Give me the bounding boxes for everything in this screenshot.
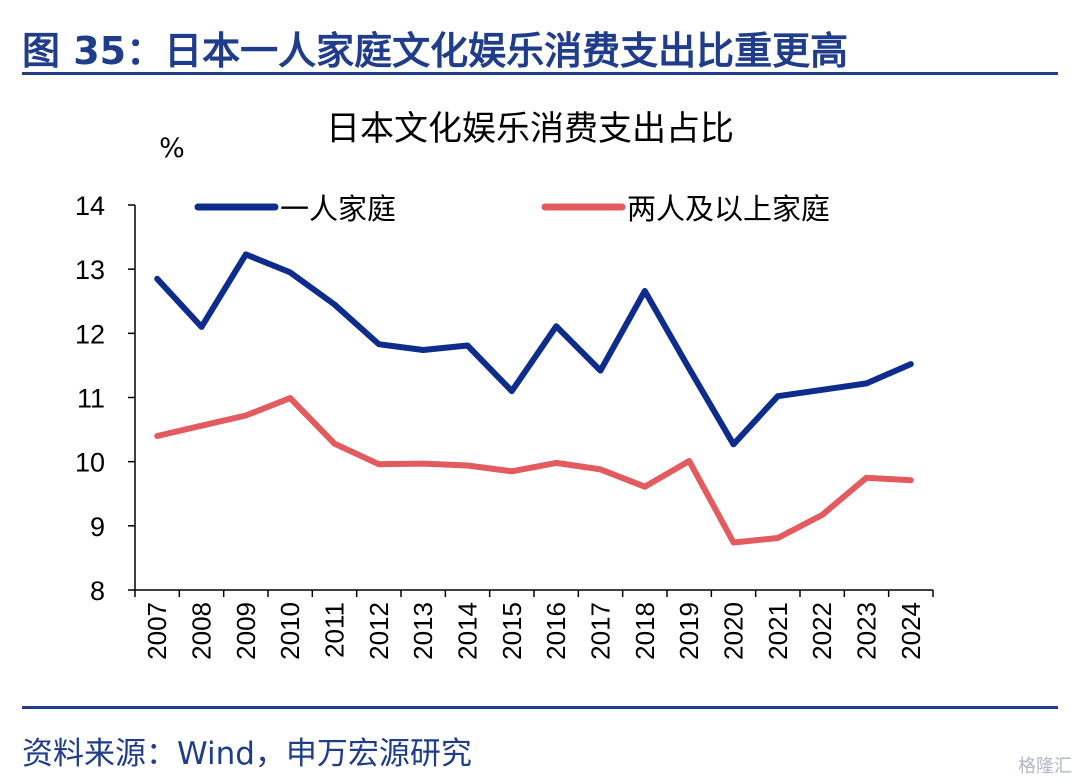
series-line xyxy=(154,395,914,546)
legend-label: 两人及以上家庭 xyxy=(627,192,830,226)
series-1 xyxy=(154,251,914,448)
chart-title: 日本文化娱乐消费支出占比 xyxy=(326,109,734,149)
x-tick-label: 2016 xyxy=(541,602,571,660)
legend-label: 一人家庭 xyxy=(280,192,396,226)
source-rule xyxy=(22,706,1058,709)
x-tick-label: 2021 xyxy=(763,602,793,660)
x-tick-label: 2008 xyxy=(187,602,217,660)
series-lines xyxy=(154,251,914,546)
y-tick-label: 12 xyxy=(75,319,105,349)
x-tick-label: 2015 xyxy=(497,602,527,660)
legend-item-1: 一人家庭 xyxy=(194,192,396,226)
watermark: 格隆汇 xyxy=(1018,756,1072,777)
line-chart: 日本文化娱乐消费支出占比 % 8 9 10 11 12 13 14 2007 2008 2009 2… xyxy=(75,109,934,660)
y-tick-label: 8 xyxy=(90,576,105,606)
y-tick-label: 13 xyxy=(75,255,105,285)
x-tick-label: 2023 xyxy=(852,602,882,660)
legend: 一人家庭 两人及以上家庭 xyxy=(194,192,830,226)
axes: 8 9 10 11 12 13 14 2007 2008 2009 2010 2011 2012 2013… xyxy=(75,191,934,660)
x-tick-label: 2012 xyxy=(364,602,394,660)
figure-title: 图 35：日本一人家庭文化娱乐消费支出比重更高 xyxy=(22,29,849,73)
source-note: 资料来源：Wind，申万宏源研究 xyxy=(22,736,472,772)
x-tick-label: 2017 xyxy=(586,602,616,660)
x-tick-label: 2018 xyxy=(630,602,660,660)
x-tick-label: 2019 xyxy=(674,602,704,660)
y-axis-unit: % xyxy=(159,133,185,164)
series-line xyxy=(154,251,914,448)
x-tick-label: 2014 xyxy=(453,602,483,660)
y-tick-label: 11 xyxy=(77,384,105,414)
x-tick-label: 2010 xyxy=(275,602,305,660)
y-tick-label: 10 xyxy=(75,448,105,478)
x-tick-label: 2013 xyxy=(408,602,438,660)
x-tick-label: 2022 xyxy=(807,602,837,660)
x-tick-label: 2011 xyxy=(320,602,350,658)
x-tick-label: 2020 xyxy=(719,602,749,660)
y-tick-label: 9 xyxy=(90,512,105,542)
legend-item-2: 两人及以上家庭 xyxy=(541,192,830,226)
x-tick-label: 2007 xyxy=(142,602,172,660)
x-tick-label: 2024 xyxy=(896,602,926,660)
title-rule xyxy=(22,72,1058,75)
y-tick-label: 14 xyxy=(75,191,105,221)
series-2 xyxy=(154,395,914,546)
x-tick-label: 2009 xyxy=(231,602,261,660)
